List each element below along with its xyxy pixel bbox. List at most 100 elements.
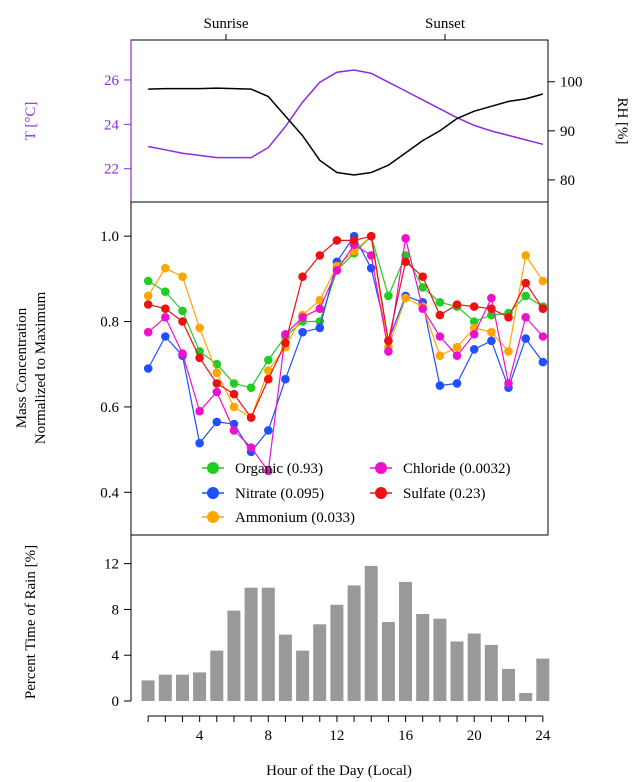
data-point — [521, 251, 530, 260]
panel2-frame — [130, 201, 549, 536]
data-point — [435, 332, 445, 341]
rain-bar — [502, 668, 515, 701]
data-point — [469, 302, 479, 311]
rain-axis-label: Percent Time of Rain [%] — [23, 545, 39, 699]
data-point — [452, 342, 462, 352]
concentration-axis: 0.4 0.6 0.8 1.0 — [100, 229, 131, 501]
concentration-tick-label: 0.4 — [100, 485, 119, 501]
data-point — [487, 336, 496, 346]
legend-marker — [375, 462, 387, 474]
series-3 — [143, 234, 548, 476]
rain-bars — [141, 565, 550, 701]
data-point — [161, 263, 170, 273]
rain-tick-label: 12 — [104, 557, 119, 573]
rain-bar — [158, 674, 172, 701]
series-line — [148, 235, 544, 419]
legend-label: Ammonium (0.033) — [235, 510, 355, 526]
concentration-tick-label: 0.8 — [100, 315, 119, 331]
series-2 — [143, 231, 548, 422]
data-point — [195, 323, 204, 333]
hour-tick-label: 8 — [265, 728, 273, 744]
legend-marker — [207, 511, 219, 523]
rain-bar — [261, 587, 275, 701]
data-point — [178, 317, 187, 326]
temperature-axis-label: T [°C] — [23, 102, 39, 141]
sunrise-label: Sunrise — [204, 16, 249, 32]
rain-axis: 0 4 8 12 — [104, 557, 131, 710]
legend-marker — [207, 487, 219, 499]
data-point — [143, 327, 153, 337]
data-point — [178, 306, 187, 316]
hour-axis-label: Hour of the Day (Local) — [266, 763, 412, 779]
legend-marker — [207, 462, 219, 474]
humidity-tick-label: 90 — [560, 124, 575, 140]
data-point — [401, 234, 410, 243]
rain-bar — [330, 604, 344, 701]
hour-tick-label: 20 — [467, 728, 482, 744]
data-point — [452, 379, 462, 388]
temperature-tick-label: 22 — [104, 162, 119, 178]
legend-item: Nitrate (0.095) — [202, 486, 324, 502]
data-point — [143, 364, 153, 373]
data-point — [264, 366, 273, 375]
rain-bar — [484, 644, 498, 701]
series-line — [147, 235, 544, 453]
temperature-tick-label: 26 — [104, 73, 120, 89]
concentration-series — [143, 231, 548, 476]
rain-bar — [364, 565, 378, 701]
rain-bar — [519, 693, 533, 701]
concentration-axis-label-line1: Mass Concentration — [14, 307, 30, 428]
data-point — [246, 413, 256, 422]
legend-item: Sulfate (0.23) — [370, 486, 485, 502]
legend-label: Sulfate (0.23) — [403, 486, 485, 502]
data-point — [521, 313, 530, 322]
panel1-sun-ticks — [225, 34, 446, 40]
data-point — [435, 351, 445, 361]
data-point — [435, 298, 445, 307]
data-point — [538, 304, 548, 314]
data-point — [538, 276, 548, 286]
temperature-tick-label: 24 — [104, 117, 120, 133]
series-0 — [143, 231, 548, 393]
data-point — [469, 330, 479, 339]
series-line — [147, 235, 544, 419]
data-point — [538, 332, 548, 341]
data-point — [281, 374, 290, 384]
data-point — [298, 327, 307, 337]
data-point — [315, 323, 325, 333]
data-point — [366, 231, 376, 241]
rain-bar — [416, 614, 430, 701]
data-point — [452, 300, 462, 309]
rain-bar — [244, 587, 258, 701]
data-point — [521, 278, 530, 288]
data-point — [143, 291, 153, 301]
temperature-line — [148, 69, 544, 159]
data-point — [538, 357, 548, 367]
data-point — [281, 338, 290, 348]
data-point — [161, 332, 170, 341]
legend: Organic (0.93) Nitrate (0.095) Ammonium (0… — [202, 461, 510, 526]
concentration-axis-label-line2: Normalized to Maximum — [33, 291, 49, 444]
rain-bar — [536, 658, 550, 701]
data-point — [143, 300, 153, 309]
humidity-axis-label: RH [%] — [614, 97, 630, 144]
data-point — [332, 266, 342, 275]
legend-label: Nitrate (0.095) — [235, 486, 324, 502]
humidity-line — [148, 87, 544, 176]
hour-tick-label: 4 — [196, 728, 204, 744]
data-point — [264, 355, 273, 365]
rain-bar — [467, 633, 481, 701]
data-point — [487, 310, 496, 320]
hour-tick-label: 24 — [535, 728, 551, 744]
legend-item: Chloride (0.0032) — [370, 461, 510, 477]
data-point — [298, 272, 307, 282]
data-point — [229, 402, 239, 412]
data-point — [264, 426, 273, 435]
data-point — [229, 379, 239, 388]
data-point — [212, 417, 222, 427]
data-point — [504, 313, 513, 322]
data-point — [487, 327, 496, 337]
series-4 — [143, 231, 548, 422]
legend-marker — [375, 487, 387, 499]
data-point — [161, 287, 170, 297]
